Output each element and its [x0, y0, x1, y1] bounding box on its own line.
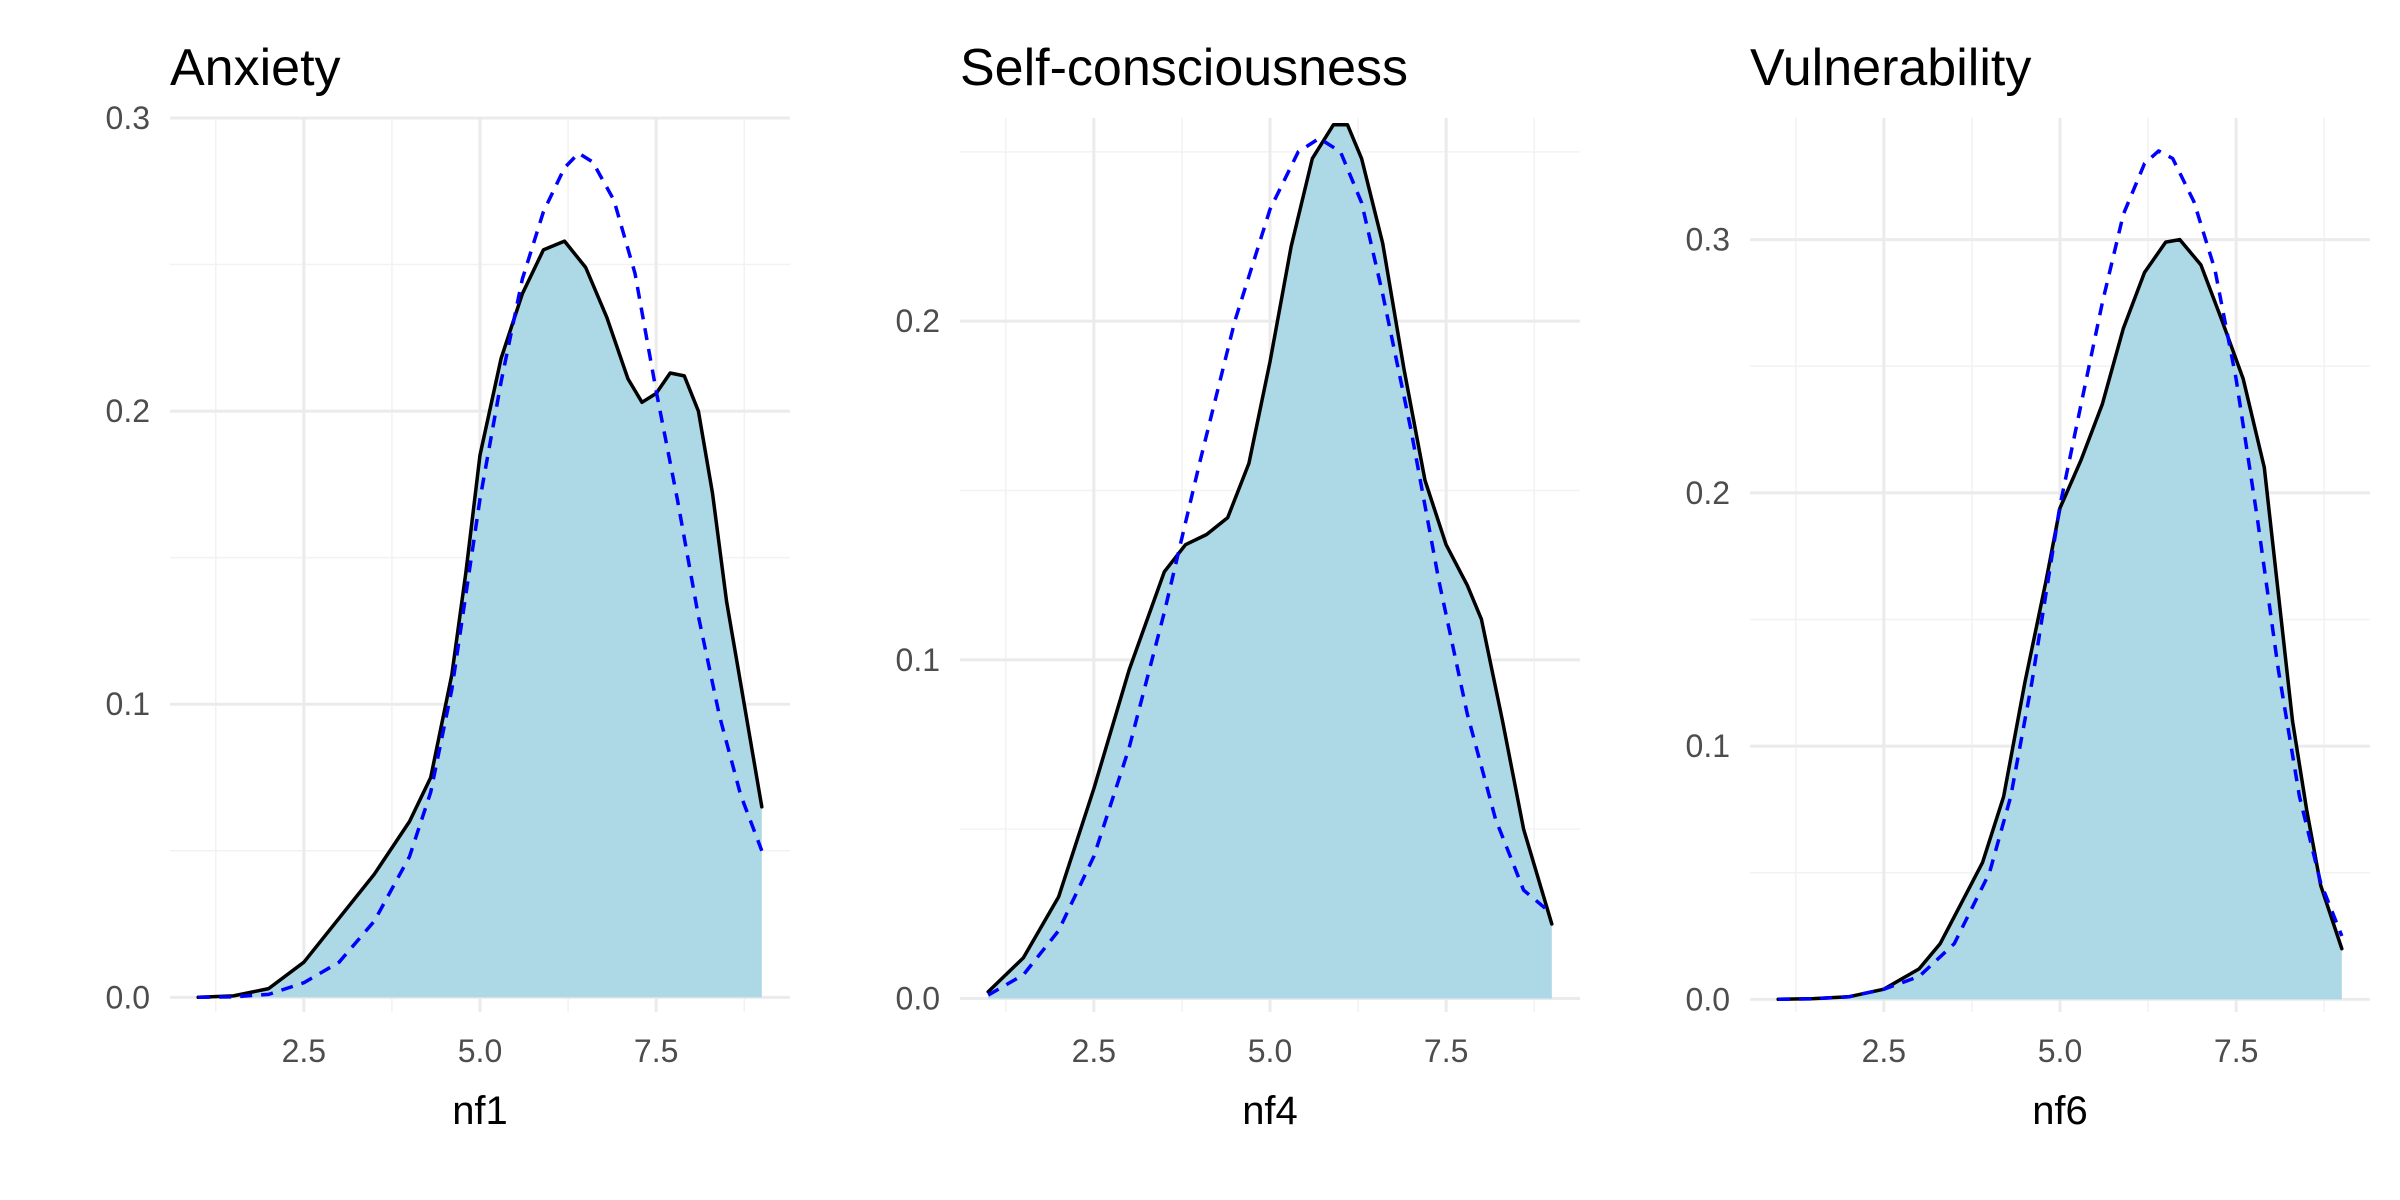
density-fill-area [198, 241, 762, 998]
x-tick-label: 2.5 [282, 1033, 326, 1069]
density-curve-solid-line [196, 239, 764, 1000]
y-tick-label: 0.0 [1686, 981, 1730, 1017]
x-tick-label: 2.5 [1072, 1033, 1116, 1069]
density-curve-solid-line [986, 123, 1554, 994]
y-tick-label: 0.0 [106, 979, 150, 1015]
x-axis-title: nf4 [1242, 1089, 1298, 1133]
y-tick-label: 0.1 [106, 686, 150, 722]
density-curve-solid-line [1776, 237, 2344, 1002]
x-tick-label: 5.0 [458, 1033, 502, 1069]
y-tick-label: 0.2 [1686, 475, 1730, 511]
panel-title: Anxiety [170, 39, 341, 97]
panel-3: 2.5 5.0 7.5 0.0 0.1 0.2 0.3 nf6 Vulnerability [1686, 39, 2370, 1133]
y-tick-label: 0.0 [896, 980, 940, 1016]
density-fill-area [1778, 239, 2342, 1000]
y-tick-label: 0.3 [106, 100, 150, 136]
y-tick-label: 0.2 [106, 393, 150, 429]
normal-curve-dashed-line [1778, 149, 2344, 1002]
y-tick-label: 0.1 [1686, 728, 1730, 764]
x-tick-label: 7.5 [2214, 1033, 2258, 1069]
x-tick-label: 7.5 [1424, 1033, 1468, 1069]
y-tick-label: 0.2 [896, 303, 940, 339]
x-tick-label: 7.5 [634, 1033, 678, 1069]
x-tick-label: 2.5 [1862, 1033, 1906, 1069]
x-axis-title: nf1 [452, 1089, 508, 1133]
y-tick-label: 0.3 [1686, 222, 1730, 258]
x-tick-label: 5.0 [1248, 1033, 1292, 1069]
panel-1: 2.5 5.0 7.5 0.0 0.1 0.2 0.3 nf1 Anxiety [106, 39, 790, 1133]
x-tick-label: 5.0 [2038, 1033, 2082, 1069]
panel-title: Vulnerability [1750, 39, 2031, 97]
y-tick-label: 0.1 [896, 642, 940, 678]
density-fill-area [988, 124, 1552, 999]
panel-2: 2.5 5.0 7.5 0.0 0.1 0.2 nf4 Self-consciousness [896, 39, 1580, 1133]
normal-curve-dashed-line [198, 151, 764, 1000]
panel-title: Self-consciousness [960, 39, 1408, 97]
x-axis-title: nf6 [2032, 1089, 2088, 1133]
normal-curve-dashed-line [987, 136, 1553, 997]
